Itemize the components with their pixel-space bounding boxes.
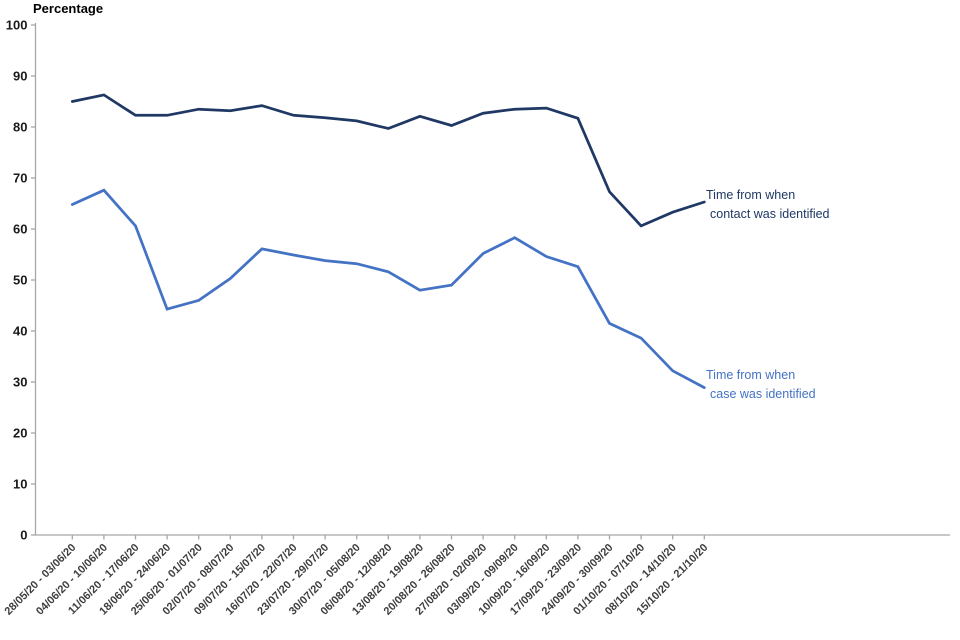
y-axis-title: Percentage — [33, 1, 104, 16]
contact-identified-line — [70, 93, 706, 228]
series-label-contact: Time from when contact was identified — [706, 186, 830, 224]
y-axis-tick-label: 10 — [13, 477, 27, 492]
series-label-contact-line2: contact was identified — [710, 207, 830, 221]
y-axis-tick-label: 50 — [13, 273, 27, 288]
series-label-case-line2: case was identified — [710, 387, 816, 401]
y-axis-tick-label: 90 — [13, 69, 27, 84]
y-axis-tick-label: 60 — [13, 222, 27, 237]
y-axis-tick-label: 40 — [13, 324, 27, 339]
series-label-case-line1: Time from when — [706, 368, 796, 382]
y-axis-tick-label: 100 — [6, 18, 28, 33]
series-label-contact-line1: Time from when — [706, 188, 796, 202]
y-axis-tick-label: 70 — [13, 171, 27, 186]
y-axis-tick-label: 0 — [20, 528, 27, 543]
y-axis-tick-label: 20 — [13, 426, 27, 441]
y-axis-tick-label: 30 — [13, 375, 27, 390]
case-identified-line — [70, 188, 706, 389]
series-label-case: Time from when case was identified — [706, 366, 816, 404]
y-axis-tick-label: 80 — [13, 120, 27, 135]
